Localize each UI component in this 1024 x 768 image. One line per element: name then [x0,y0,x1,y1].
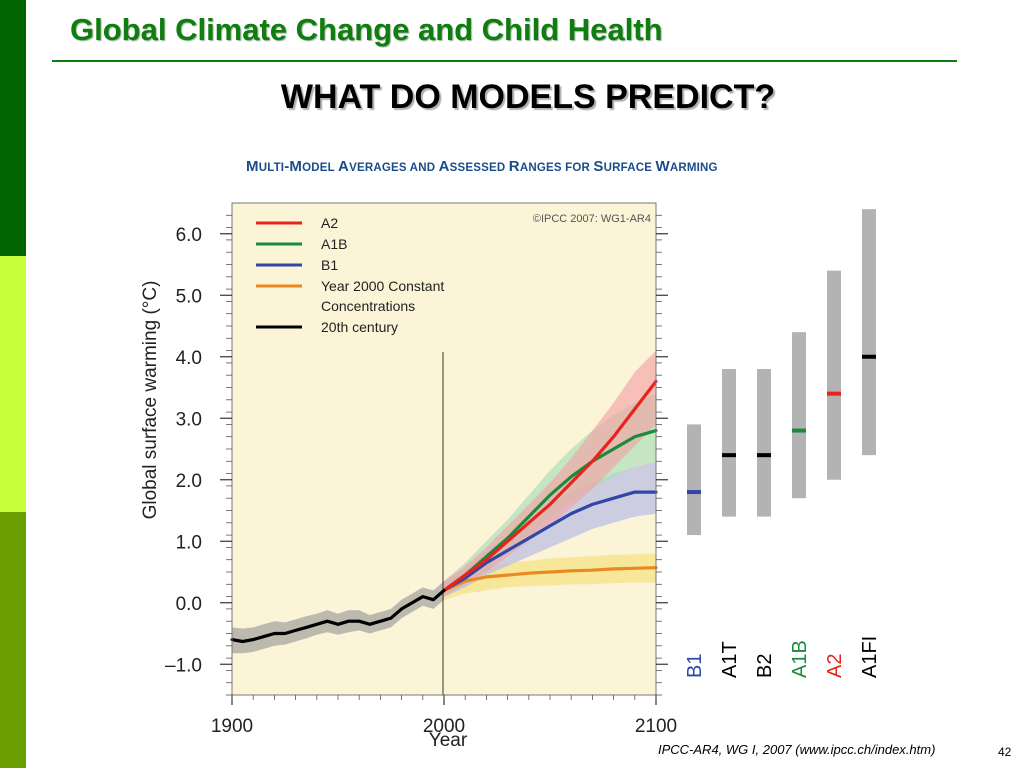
figure-title-part: ULTI [258,162,285,174]
y-tick-label: 4.0 [176,348,202,369]
y-tick-label: 1.0 [176,532,202,553]
legend-label: B1 [321,257,338,273]
range-label-b1: B1 [684,654,706,678]
slide-subtitle: WHAT DO MODELS PREDICT? [280,78,776,116]
figure-title-part: S [593,158,604,175]
range-bar-b2 [757,369,771,517]
axes: –1.0 0.0 1.0 2.0 3.0 4.0 5.0 6.0 1900 2000 2100 [165,214,677,737]
title-divider [52,60,957,62]
y-tick-label: 2.0 [176,471,202,492]
y-tick-label: 6.0 [176,225,202,246]
slide-title: Global Climate Change and Child Health [70,12,663,47]
figure-title-part: URFACE [603,162,656,174]
sidebar-stripe-bottom [0,512,26,768]
range-bar-a2 [827,270,841,480]
line-a1b [442,429,658,592]
legend-label: 20th century [321,319,398,335]
line-year-2000-constant [442,566,658,592]
range-best-a1fi [862,354,876,359]
range-label-b2: B2 [754,654,776,678]
sidebar-stripe-middle [0,256,26,512]
warming-chart: –1.0 0.0 1.0 2.0 3.0 4.0 5.0 6.0 1900 2000 2100 Gl… [140,202,881,750]
range-label-a2: A2 [824,654,846,678]
legend-label: Year 2000 Constant [321,278,444,294]
x-tick-label: 1900 [211,716,253,737]
range-label-a1t: A1T [719,641,741,678]
x-tick-label: 2100 [635,716,677,737]
line-a2 [442,379,658,592]
page-number: 42 [998,745,1012,759]
legend-label: Concentrations [321,298,415,314]
figure-title-part: SSESSED [449,162,509,174]
citation: IPCC-AR4, WG I, 2007 (www.ipcc.ch/index.… [658,742,936,757]
figure-title-part: VERAGES AND [349,162,439,174]
line-b1 [442,490,658,592]
figure-title-part: M [246,158,259,175]
range-best-a1t [722,453,736,458]
legend-label: A1B [321,236,347,252]
line-20th-century [230,588,446,644]
y-tick-label: –1.0 [165,655,202,676]
legend: A2 A1B B1 Year 2000 Constant Concentrations 2… [256,215,444,335]
legend-label: A2 [321,215,338,231]
range-bar-a1t [722,369,736,517]
series-lines [230,379,658,644]
x-tick-label: 2000 [423,716,465,737]
range-best-b1 [687,490,701,495]
x-axis-label: Year [429,730,468,750]
figure-title-part: ODEL [302,162,339,174]
figure-title-part: R [508,158,520,175]
figure-title-part: ARMING [669,162,718,174]
range-label-a1fi: A1FI [859,636,881,678]
figure-title-part: A [338,158,350,175]
figure-title: MULTI-MODEL AVERAGES AND ASSESSED RANGES… [246,158,718,175]
figure-title-part: -M [284,158,303,175]
y-tick-label: 5.0 [176,286,202,307]
sidebar-stripe-top [0,0,26,256]
range-best-a1b [792,428,806,433]
band-20th-century [232,581,444,654]
range-best-a2 [827,391,841,396]
figure-title-part: W [655,158,670,175]
range-bar-b1 [687,424,701,536]
copyright-note: ©IPCC 2007: WG1-AR4 [533,213,651,225]
range-best-b2 [757,453,771,458]
band-a2 [444,350,656,597]
y-tick-label: 3.0 [176,409,202,430]
y-tick-label: 0.0 [176,594,202,615]
figure-title-part: ANGES FOR [519,162,594,174]
y-axis-label: Global surface warming (°C) [140,281,161,520]
range-bar-a1b [792,332,806,499]
figure-title-part: A [438,158,450,175]
range-label-a1b: A1B [789,640,811,678]
scenario-ranges: B1 A1T B2 A1B A2 A1FI [684,209,881,678]
range-bar-a1fi [862,209,876,456]
